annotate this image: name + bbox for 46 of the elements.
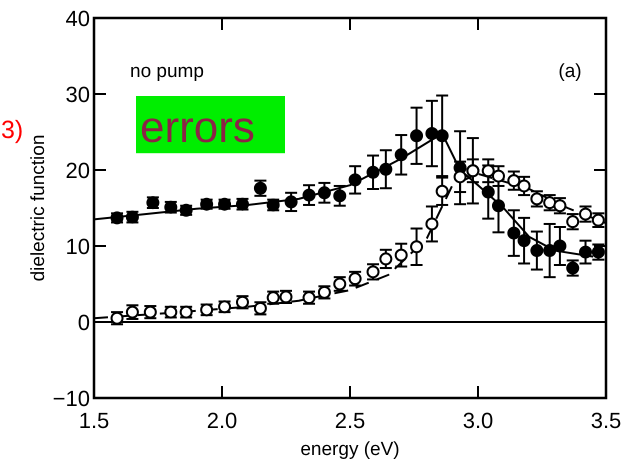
point [543,244,556,258]
point [553,240,566,252]
y-tick-label: 10 [66,234,90,259]
point [518,179,531,192]
x-tick-label: 1.5 [78,408,110,433]
point [284,195,298,208]
point [492,199,505,212]
annotation: (a) [558,61,582,82]
y-tick-label: 20 [66,158,90,183]
point [425,217,438,230]
y-tick-label: −10 [52,386,90,411]
annotation: no pump [130,61,204,82]
text: 3) [1,116,24,144]
point [436,184,449,198]
point [394,148,408,162]
point [348,173,362,186]
point [507,174,520,188]
point [410,129,424,142]
point [518,234,531,248]
annotation: errors [140,103,255,152]
x-tick-label: 3.5 [590,408,622,433]
point [366,166,380,179]
point [379,252,392,266]
point [530,244,544,258]
point [410,240,424,254]
point [425,127,438,140]
point [394,248,408,262]
point [566,262,580,275]
point [318,186,331,200]
y-tick-label: 30 [66,82,90,107]
point [482,186,495,199]
point [436,129,449,142]
point [379,162,392,176]
x-tick-label: 2.5 [334,408,366,433]
point [579,246,592,259]
y-tick-label: 0 [78,310,90,335]
x-axis-title: energy (eV) [300,439,400,459]
point [507,226,520,240]
x-tick-label: 2.0 [206,408,238,433]
point [333,189,346,202]
point [302,188,316,202]
point [579,208,592,221]
x-tick-label: 3.0 [462,408,494,433]
y-tick-label: 40 [66,6,90,31]
point [454,170,467,184]
y-axis-title: dielectric function [28,134,49,282]
